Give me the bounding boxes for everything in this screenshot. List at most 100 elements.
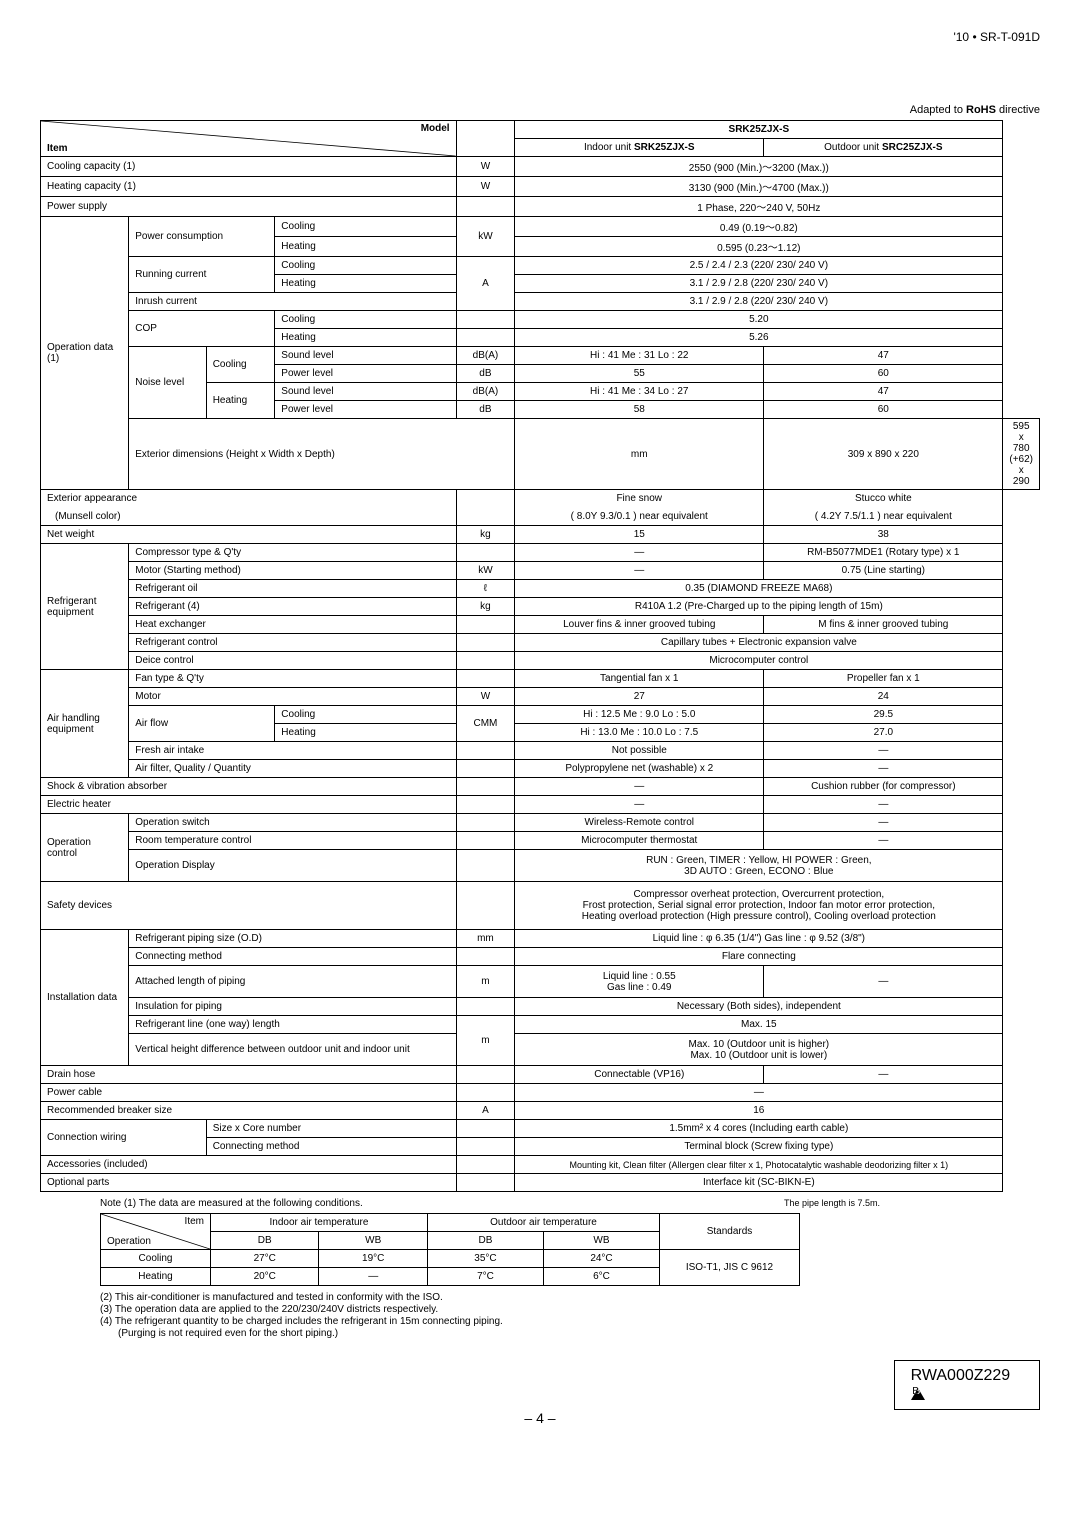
doc-id: '10 • SR-T-091D: [40, 30, 1040, 44]
munsell-in: ( 8.0Y 9.3/0.1 ) near equivalent: [515, 508, 764, 526]
fresh-out: —: [764, 742, 1003, 760]
u: ℓ: [456, 580, 515, 598]
opdata-l: Operation data (1): [41, 217, 129, 490]
outdoor-unit: Outdoor unit SRC25ZJX-S: [764, 139, 1003, 157]
u: A: [456, 1102, 515, 1120]
shock-out: Cushion rubber (for compressor): [764, 778, 1003, 796]
c-owb: 24°C: [543, 1250, 659, 1268]
pc-u: kW: [456, 217, 515, 257]
nhs-out: 47: [764, 383, 1003, 401]
filter-out: —: [764, 760, 1003, 778]
pc-heat-v: 0.595 (0.23～1.12): [515, 237, 1003, 257]
motor-l: Motor (Starting method): [129, 562, 456, 580]
psupply-v: 1 Phase, 220～240 V, 50Hz: [515, 197, 1003, 217]
afh-in: Hi : 13.0 Me : 10.0 Lo : 7.5: [515, 724, 764, 742]
eheat-out: —: [764, 796, 1003, 814]
comp-l: Compressor type & Q'ty: [129, 544, 456, 562]
opdisp-l: Operation Display: [129, 850, 456, 882]
cond-outdoor: Outdoor air temperature: [427, 1214, 659, 1232]
pcable-l: Power cable: [41, 1084, 457, 1102]
fan-out: Propeller fan x 1: [764, 670, 1003, 688]
sxc-v: 1.5mm² x 4 cores (Including earth cable): [515, 1120, 1003, 1138]
drawing-number: RWA000Z229 BB: [894, 1360, 1040, 1410]
u: mm: [456, 930, 515, 948]
opsw-out: —: [764, 814, 1003, 832]
rtemp-out: —: [764, 832, 1003, 850]
ncool-l: Cooling: [206, 347, 275, 383]
extdim-l: Exterior dimensions (Height x Width x De…: [129, 419, 515, 490]
u: kg: [456, 526, 515, 544]
conditions-table: Item Operation Indoor air temperature Ou…: [100, 1213, 800, 1286]
inrush-l: Inrush current: [129, 293, 456, 311]
cond-db1: DB: [211, 1232, 319, 1250]
ins-l: Insulation for piping: [129, 998, 456, 1016]
rline-v: Max. 15: [515, 1016, 1003, 1034]
cop-heat-l: Heating: [275, 329, 456, 347]
note3: (3) The operation data are applied to th…: [100, 1304, 1040, 1315]
cond-db2: DB: [427, 1232, 543, 1250]
cond-std: Standards: [660, 1214, 800, 1250]
cmeth-v: Terminal block (Screw fixing type): [515, 1138, 1003, 1156]
netw-out: 38: [764, 526, 1003, 544]
safety-l: Safety devices: [41, 882, 457, 930]
sxc-l: Size x Core number: [206, 1120, 456, 1138]
conn-l: Connecting method: [129, 948, 456, 966]
rpipe-v: Liquid line : φ 6.35 (1/4") Gas line : φ…: [515, 930, 1003, 948]
cooling-cap-v: 2550 (900 (Min.)～3200 (Max.)): [515, 157, 1003, 177]
fresh-l: Fresh air intake: [129, 742, 456, 760]
ncp-in: 55: [515, 365, 764, 383]
u: CMM: [456, 706, 515, 742]
shock-in: —: [515, 778, 764, 796]
airh-l: Air handling equipment: [41, 670, 129, 778]
attlen-in: Liquid line : 0.55 Gas line : 0.49: [515, 966, 764, 998]
rc-cool-v: 2.5 / 2.4 / 2.3 (220/ 230/ 240 V): [515, 257, 1003, 275]
cop-l: COP: [129, 311, 275, 347]
spec-table: Model Item SRK25ZJX-S Indoor unit SRK25Z…: [40, 120, 1040, 1192]
nheat-l: Heating: [206, 383, 275, 419]
rc-u: A: [456, 257, 515, 311]
hex-in: Louver fins & inner grooved tubing: [515, 616, 764, 634]
ins-v: Necessary (Both sides), independent: [515, 998, 1003, 1016]
noise-l: Noise level: [129, 347, 206, 419]
filter-in: Polypropylene net (washable) x 2: [515, 760, 764, 778]
u: W: [456, 688, 515, 706]
h-owb: 6°C: [543, 1268, 659, 1286]
u: W: [456, 157, 515, 177]
deice-v: Microcomputer control: [515, 652, 1003, 670]
ncp-l: Power level: [275, 365, 456, 383]
cond-wb1: WB: [319, 1232, 428, 1250]
nhp-in: 58: [515, 401, 764, 419]
h-idb: 20°C: [211, 1268, 319, 1286]
drain-l: Drain hose: [41, 1066, 457, 1084]
rc-l: Running current: [129, 257, 275, 293]
pipelen: The pipe length is 7.5m.: [784, 1198, 1040, 1208]
afc-in: Hi : 12.5 Me : 9.0 Lo : 5.0: [515, 706, 764, 724]
eheat-l: Electric heater: [41, 796, 457, 814]
ncs-l: Sound level: [275, 347, 456, 365]
afc-out: 29.5: [764, 706, 1003, 724]
cmeth-l: Connecting method: [206, 1138, 456, 1156]
netw-l: Net weight: [41, 526, 457, 544]
rc-heat-v: 3.1 / 2.9 / 2.8 (220/ 230/ 240 V): [515, 275, 1003, 293]
ncs-out: 47: [764, 347, 1003, 365]
acc-v: Mounting kit, Clean filter (Allergen cle…: [515, 1156, 1003, 1174]
opsw-in: Wireless-Remote control: [515, 814, 764, 832]
motorw-in: 27: [515, 688, 764, 706]
drain-out: —: [764, 1066, 1003, 1084]
model-value: SRK25ZJX-S: [515, 121, 1003, 139]
c-odb: 35°C: [427, 1250, 543, 1268]
u: m: [456, 966, 515, 998]
safety-v: Compressor overheat protection, Overcurr…: [515, 882, 1003, 930]
pc-cool-v: 0.49 (0.19～0.82): [515, 217, 1003, 237]
nhp-l: Power level: [275, 401, 456, 419]
attlen-l: Attached length of piping: [129, 966, 456, 998]
inst-l: Installation data: [41, 930, 129, 1066]
psupply-l: Power supply: [41, 197, 457, 217]
opctrl-l: Operation control: [41, 814, 129, 882]
u: W: [456, 177, 515, 197]
comp-out: RM-B5077MDE1 (Rotary type) x 1: [764, 544, 1003, 562]
nhs-l: Sound level: [275, 383, 456, 401]
shock-l: Shock & vibration absorber: [41, 778, 457, 796]
opsw-l: Operation switch: [129, 814, 456, 832]
cop-heat-v: 5.26: [515, 329, 1003, 347]
